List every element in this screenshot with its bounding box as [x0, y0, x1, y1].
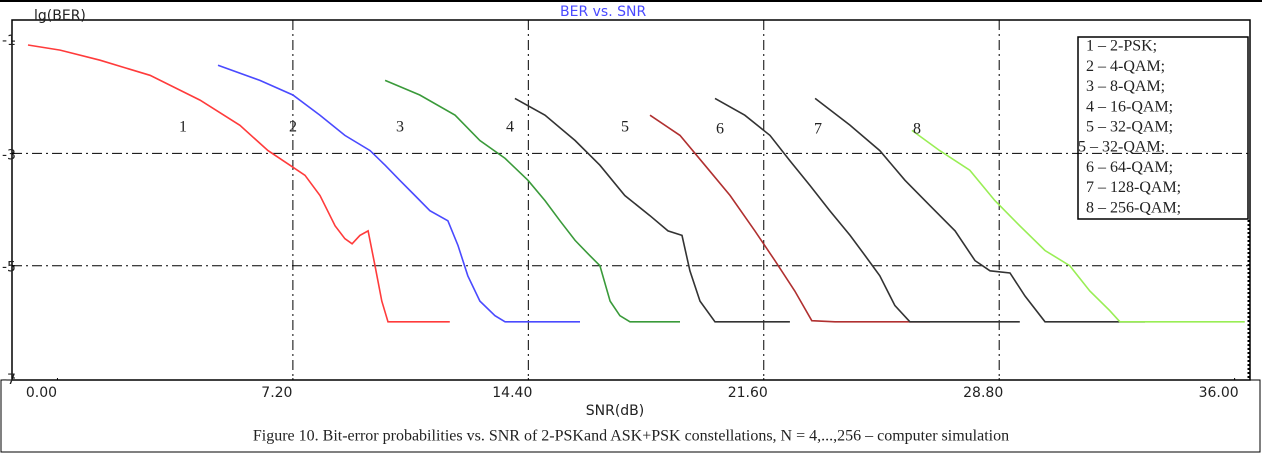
legend-entry: 8 – 256-QAM; — [1086, 199, 1181, 216]
y-tick-label: -7 — [2, 372, 16, 388]
x-tick-label: 21.60 — [728, 385, 768, 401]
legend-entry: 5 – 32-QAM; — [1078, 139, 1165, 156]
y-tick-label: -1 — [2, 33, 16, 49]
x-tick-label: 0.00 — [26, 385, 57, 401]
curve-label: 7 — [814, 121, 822, 138]
x-tick-label: 36.00 — [1199, 385, 1239, 401]
y-tick-label: -3 — [2, 147, 16, 163]
series-line — [814, 97, 1145, 323]
x-tick-label: 14.40 — [492, 385, 532, 401]
y-axis-label: lg(BER) — [34, 8, 86, 24]
legend-entry: 6 – 64-QAM; — [1086, 159, 1173, 176]
series-line — [911, 129, 1245, 323]
curve-label: 1 — [179, 119, 187, 136]
y-tick-label: -5 — [2, 260, 16, 276]
curve-label: 8 — [913, 121, 921, 138]
x-tick-label: 7.20 — [261, 385, 292, 401]
curve-label: 3 — [396, 119, 404, 136]
series-line — [714, 97, 1020, 323]
series-line — [217, 64, 580, 323]
legend-entry: 5 – 32-QAM; — [1086, 118, 1173, 135]
legend-entry: 1 – 2-PSK; — [1086, 38, 1157, 55]
caption: Figure 10. Bit-error probabilities vs. S… — [253, 428, 1009, 445]
series-line — [384, 79, 680, 323]
series-line — [649, 114, 930, 323]
series-line — [27, 44, 450, 323]
curve-label: 6 — [716, 121, 724, 138]
legend-entry: 4 – 16-QAM; — [1086, 98, 1173, 115]
chart-title: BER vs. SNR — [560, 4, 646, 20]
legend-entry: 7 – 128-QAM; — [1086, 179, 1181, 196]
x-tick-label: 28.80 — [963, 385, 1003, 401]
legend-entry: 2 – 4-QAM; — [1086, 58, 1165, 75]
caption-frame — [0, 379, 1261, 453]
curve-label: 5 — [621, 119, 629, 136]
legend-box — [1077, 36, 1249, 220]
legend-entry: 3 – 8-QAM; — [1086, 78, 1165, 95]
series-line — [514, 97, 790, 323]
curve-label: 4 — [506, 119, 514, 136]
curve-label: 2 — [289, 119, 297, 136]
x-axis-label: SNR(dB) — [586, 403, 645, 419]
